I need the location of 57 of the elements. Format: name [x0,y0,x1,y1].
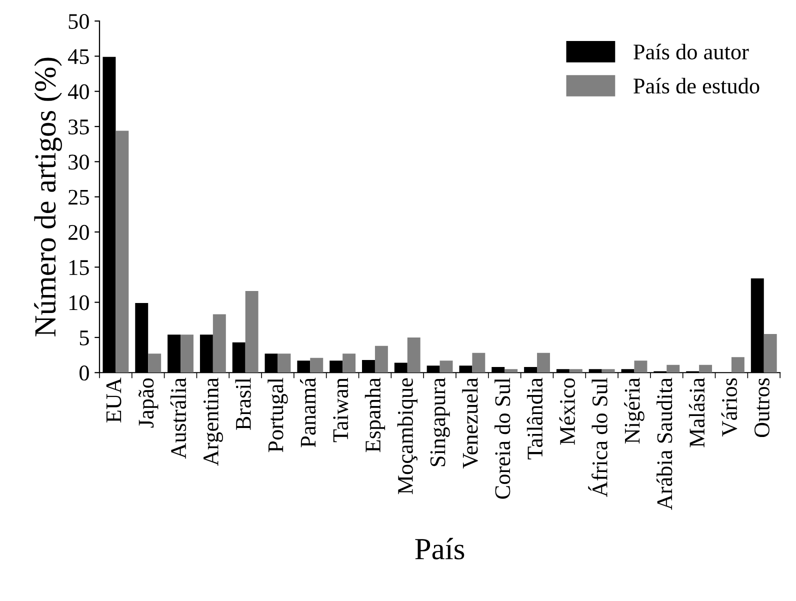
x-tick-label: Tailândia [526,378,543,460]
y-tick-label: 30 [68,154,89,170]
bar [374,346,388,373]
bar [342,354,356,373]
y-tick-label: 5 [80,330,89,346]
x-tick-label: Espanha [364,378,386,452]
x-tick-label: África do Sul [588,378,608,497]
x-tick-label: Singapura [430,378,450,466]
x-tick-label: Arábia Saudita [656,378,672,510]
x-tick-label: EUA [106,378,122,423]
bar [180,334,194,373]
y-tick-label: 40 [68,84,89,100]
bar [602,369,615,373]
x-axis-title: País [415,538,464,560]
bar [440,360,453,373]
bar [764,334,777,373]
x-tick-label: México [559,378,575,445]
x-tick-label: Austrália [170,378,186,459]
bar [569,369,582,373]
bar [310,358,324,373]
x-tick-label: Malásia [688,378,705,448]
y-tick-label: 25 [68,190,89,205]
bar [407,337,420,373]
y-tick-label: 20 [68,224,89,240]
y-tick-label: 45 [68,49,89,64]
x-tick-label: Argentina [203,378,224,466]
bar [278,354,291,373]
x-tick-label: Nigéria [624,378,644,444]
bar [116,130,129,373]
x-tick-label: Brasil [235,378,251,430]
bar [634,360,648,373]
x-tick-label: Panamá [300,378,316,448]
bar [212,314,226,373]
x-tick-label: Portugal [268,378,288,452]
y-axis-title: Número de artigos (%) [34,58,62,336]
y-tick-label: 50 [68,14,89,29]
x-tick-label: Vários [721,378,738,436]
x-tick-label: Outros [754,378,770,438]
x-tick-label: Moçambique [397,378,418,494]
bar [666,364,680,373]
y-tick-label: 15 [70,260,89,276]
bar [148,354,162,373]
x-tick-label: Venezuela [462,378,478,469]
bar [245,291,258,373]
legend-label: País do autor [634,44,749,60]
bar [731,357,744,373]
bar [504,369,518,373]
x-tick-label: Taiwan [333,378,348,442]
y-tick-label: 10 [70,295,89,310]
legend-label: País de estudo [634,78,760,94]
y-tick-label: 0 [80,366,89,381]
x-tick-label: Coreia do Sul [494,378,510,499]
bar [699,364,712,373]
y-tick-label: 35 [68,120,89,134]
x-tick-label: Japão [138,378,158,428]
bar [472,352,486,373]
bar [537,352,550,373]
